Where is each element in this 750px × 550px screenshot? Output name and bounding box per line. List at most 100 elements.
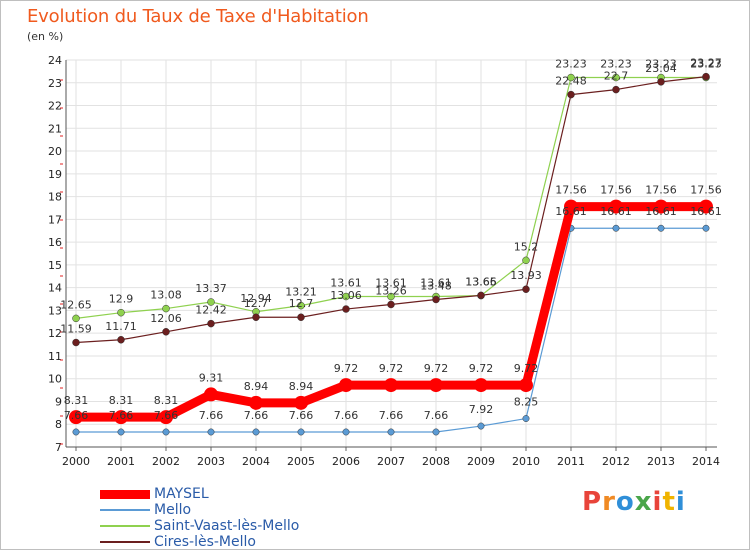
y-tick-label: 22 — [48, 100, 62, 113]
legend-swatch — [100, 541, 150, 543]
data-label: 7.66 — [424, 409, 449, 422]
proxiti-logo: Proxiti — [582, 487, 686, 517]
data-label: 17.56 — [645, 184, 677, 197]
x-tick-label: 2010 — [512, 455, 540, 468]
legend-label: Saint-Vaast-lès-Mello — [154, 518, 300, 534]
data-point — [477, 422, 485, 430]
data-label: 23.04 — [645, 62, 677, 75]
data-label: 8.94 — [244, 380, 269, 393]
data-label: 12.7 — [289, 297, 314, 310]
data-label: 7.66 — [379, 409, 404, 422]
data-point — [297, 313, 305, 321]
y-tick-label: 24 — [48, 54, 62, 67]
legend-swatch — [100, 509, 150, 511]
data-label: 13.37 — [195, 282, 227, 295]
data-label: 13.61 — [420, 277, 452, 290]
data-point — [387, 428, 395, 436]
y-tick-label: 9 — [55, 395, 62, 408]
legend-item: Saint-Vaast-lès-Mello — [100, 518, 299, 534]
data-label: 22.7 — [604, 70, 629, 83]
data-point — [522, 256, 530, 265]
x-tick-label: 2005 — [287, 455, 315, 468]
data-point — [612, 73, 620, 82]
y-tick-label: 20 — [48, 145, 62, 158]
data-point — [159, 410, 173, 425]
data-label: 13.65 — [465, 276, 497, 289]
legend-swatch — [100, 525, 150, 527]
chart-title: Evolution du Taux de Taxe d'Habitation — [27, 6, 369, 27]
data-point — [387, 292, 395, 301]
data-point — [702, 72, 710, 81]
data-point — [657, 78, 665, 86]
data-label: 12.94 — [240, 292, 272, 305]
y-tick-label: 23 — [48, 77, 62, 90]
data-point — [207, 319, 215, 328]
data-label: 23.27 — [690, 57, 722, 70]
data-point — [432, 295, 440, 304]
data-point — [657, 224, 665, 232]
data-label: 13.66 — [465, 275, 497, 288]
y-tick-label: 17 — [48, 213, 62, 226]
x-tick-label: 2014 — [692, 455, 720, 468]
data-point — [477, 291, 485, 300]
data-point — [72, 428, 80, 436]
data-label: 16.61 — [645, 205, 677, 218]
x-tick-label: 2012 — [602, 455, 630, 468]
data-label: 9.72 — [469, 362, 494, 375]
data-point — [522, 285, 530, 293]
data-label: 17.56 — [690, 184, 722, 197]
data-label: 9.72 — [424, 362, 449, 375]
legend-label: MAYSEL — [154, 486, 209, 502]
x-tick-label: 2006 — [332, 455, 360, 468]
y-tick-label: 16 — [48, 236, 62, 249]
data-point — [612, 85, 620, 94]
y-tick-label: 18 — [48, 191, 62, 204]
data-point — [387, 300, 395, 309]
data-label: 9.72 — [379, 362, 404, 375]
data-point — [204, 387, 218, 402]
data-label: 8.94 — [289, 380, 314, 393]
data-point — [69, 410, 83, 425]
legend-item: Cires-lès-Mello — [100, 534, 256, 550]
data-label: 13.06 — [330, 289, 362, 302]
data-label: 7.66 — [154, 409, 179, 422]
data-label: 16.61 — [690, 205, 722, 218]
data-point — [474, 378, 488, 393]
y-tick-label: 12 — [48, 327, 62, 340]
data-point — [609, 199, 623, 214]
data-point — [162, 428, 170, 436]
data-label: 8.31 — [154, 394, 179, 407]
data-point — [519, 378, 533, 393]
x-tick-label: 2004 — [242, 455, 270, 468]
data-label: 23.23 — [555, 58, 587, 71]
data-point — [429, 378, 443, 393]
data-point — [252, 313, 260, 321]
data-label: 9.31 — [199, 371, 224, 384]
data-label: 13.48 — [420, 279, 452, 292]
data-point — [339, 378, 353, 393]
data-point — [297, 301, 305, 310]
data-point — [207, 428, 215, 436]
data-label: 12.42 — [195, 304, 227, 317]
data-label: 13.08 — [150, 289, 182, 302]
data-label: 7.66 — [109, 409, 134, 422]
data-label: 11.71 — [105, 320, 137, 333]
x-tick-label: 2011 — [557, 455, 585, 468]
data-label: 13.93 — [510, 269, 542, 282]
data-point — [294, 395, 308, 410]
y-tick-label: 15 — [48, 259, 62, 272]
data-point — [432, 428, 440, 436]
data-point — [654, 199, 668, 214]
data-label: 8.31 — [109, 394, 134, 407]
data-label: 8.25 — [514, 396, 539, 409]
data-point — [117, 428, 125, 436]
data-label: 12.7 — [244, 297, 269, 310]
data-point — [72, 314, 80, 323]
data-label: 17.56 — [600, 184, 632, 197]
data-point — [342, 292, 350, 301]
data-label: 7.66 — [334, 409, 359, 422]
y-tick-label: 8 — [55, 418, 62, 431]
data-label: 13.61 — [330, 277, 362, 290]
data-point — [72, 338, 80, 347]
